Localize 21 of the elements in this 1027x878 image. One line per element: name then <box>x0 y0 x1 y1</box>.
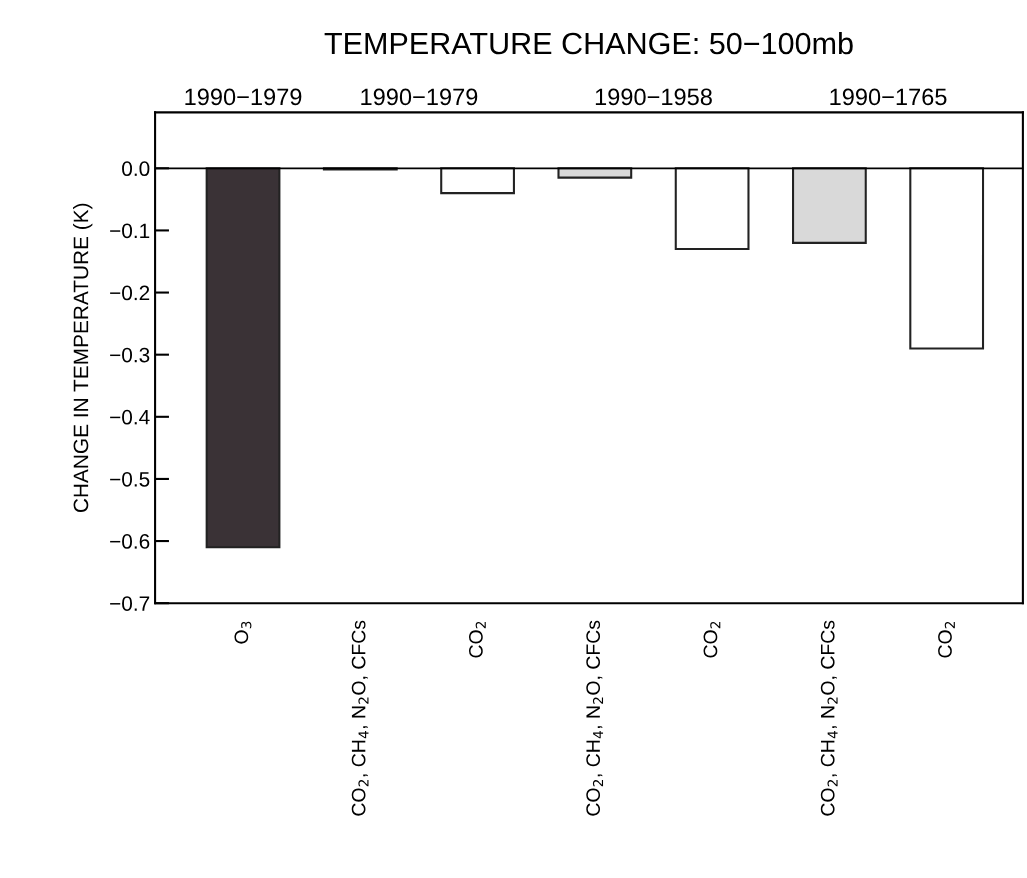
y-tick-label: −0.1 <box>110 223 150 239</box>
x-tick-label: CO$_{2}$, CH$_{4}$, N$_{2}$O, CFCs <box>351 620 369 816</box>
x-tick-label: CO$_{2}$ <box>938 621 955 658</box>
y-tick-label: −0.4 <box>110 409 150 425</box>
y-tick-label: −0.2 <box>110 285 150 301</box>
text: 1990−1958 <box>595 88 712 106</box>
x-tick-label: CO$_{2}$ <box>468 621 486 658</box>
text: 1990−1979 <box>361 88 478 106</box>
y-tick-label: 0.0 <box>122 161 150 177</box>
x-tick-label: CO$_{2}$, CH$_{4}$, N$_{2}$O, CFCs <box>586 620 604 816</box>
text: 1990−1765 <box>830 88 947 106</box>
x-tick-label: CO$_{2}$, CH$_{4}$, N$_{2}$O, CFCs <box>820 620 838 816</box>
y-axis-title: CHANGE IN TEMPERATURE (K) <box>73 203 93 513</box>
y-tick-label: −0.7 <box>110 596 150 611</box>
y-tick-label: −0.5 <box>110 471 150 487</box>
text: 1990−1979 <box>185 88 302 106</box>
y-tick-label: −0.6 <box>110 534 150 549</box>
x-tick-label: CO$_{2}$ <box>703 621 721 658</box>
x-tick-label: O$_{3}$ <box>234 621 252 644</box>
y-tick-label: −0.3 <box>110 347 150 363</box>
chart-title: TEMPERATURE CHANGE: 50−100mb <box>324 31 853 55</box>
